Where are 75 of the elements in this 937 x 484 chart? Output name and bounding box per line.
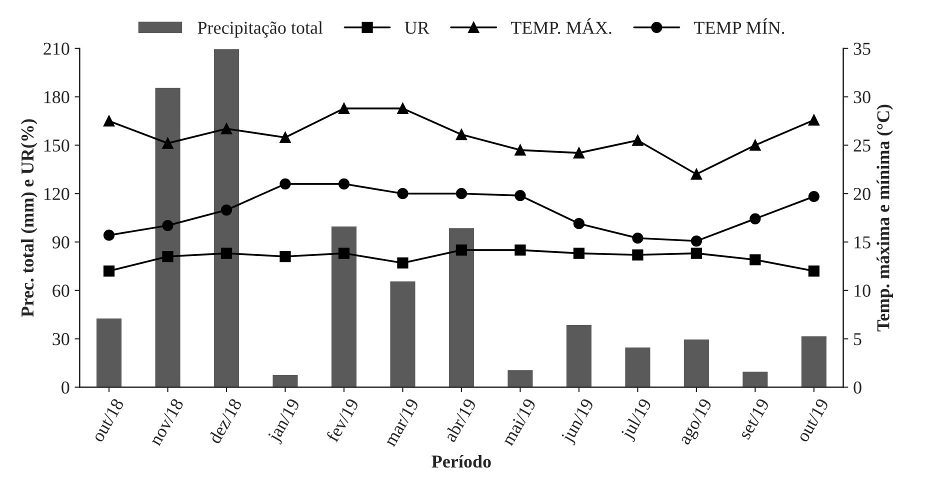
point: [280, 178, 291, 190]
point: [338, 178, 350, 190]
point: [514, 144, 526, 156]
point: [750, 254, 761, 266]
y2-tick-label: 35: [854, 42, 870, 55]
point: [573, 218, 585, 230]
y2-tick-label: 20: [854, 188, 870, 200]
point: [397, 102, 408, 114]
legend-label: TEMP MÍN.: [694, 18, 784, 34]
point: [632, 249, 644, 260]
y2-axis-title: Temp. máxima e mínima (°C): [876, 104, 894, 332]
bar: [682, 338, 710, 388]
y2-tick-label: 30: [854, 91, 870, 104]
bar: [154, 86, 182, 388]
point: [103, 265, 115, 277]
point: [808, 265, 820, 277]
legend-label: UR: [404, 22, 430, 34]
point: [632, 134, 644, 146]
point: [632, 232, 644, 244]
bar: [506, 368, 534, 388]
point: [338, 248, 350, 259]
point: [808, 114, 820, 126]
y-tick-label: 150: [44, 139, 70, 152]
point: [103, 115, 115, 127]
point: [690, 248, 702, 259]
y2-tick-label: 25: [854, 140, 870, 152]
bar: [388, 280, 417, 388]
point: [280, 250, 291, 262]
point: [456, 188, 468, 200]
point: [750, 140, 761, 151]
point: [162, 138, 174, 149]
bar: [565, 324, 593, 388]
bar: [95, 317, 123, 388]
point: [397, 188, 408, 200]
y2-tick-label: 15: [854, 236, 870, 248]
y-tick-label: 210: [44, 42, 70, 55]
legend-label: TEMP. MÁX.: [510, 18, 612, 34]
point: [220, 248, 232, 259]
point: [808, 190, 820, 202]
bar: [212, 48, 240, 388]
point: [220, 123, 232, 134]
point: [690, 235, 702, 247]
bar: [800, 334, 828, 388]
point: [280, 132, 291, 144]
bar: [271, 374, 300, 388]
bar: [741, 370, 770, 388]
y-tick-label: 30: [52, 333, 70, 346]
legend-label: Precipitação total: [198, 21, 323, 38]
point: [573, 147, 585, 158]
point: [690, 168, 702, 180]
point: [750, 213, 761, 224]
y-tick-label: 60: [52, 284, 70, 297]
point: [220, 204, 232, 216]
y-tick-label: 0: [62, 381, 70, 394]
point: [514, 244, 526, 256]
y2-tick-label: 5: [854, 333, 862, 346]
bar: [330, 225, 358, 388]
y2-tick-label: 10: [854, 284, 870, 297]
y-axis-title: Prec. total (mm) e UR(%): [20, 119, 38, 317]
point: [162, 250, 174, 262]
y2-tick-label: 0: [854, 381, 862, 394]
point: [456, 244, 468, 256]
y-tick-label: 120: [44, 188, 70, 200]
point: [573, 248, 585, 259]
point: [514, 190, 526, 202]
x-axis-title: Período: [432, 454, 491, 468]
y-tick-label: 180: [44, 91, 70, 104]
point: [103, 230, 115, 241]
bar: [624, 346, 652, 388]
point: [397, 257, 408, 269]
y-tick-label: 90: [52, 236, 70, 248]
point: [162, 220, 174, 232]
point: [338, 102, 350, 114]
point: [456, 128, 468, 140]
bar: [448, 226, 476, 388]
